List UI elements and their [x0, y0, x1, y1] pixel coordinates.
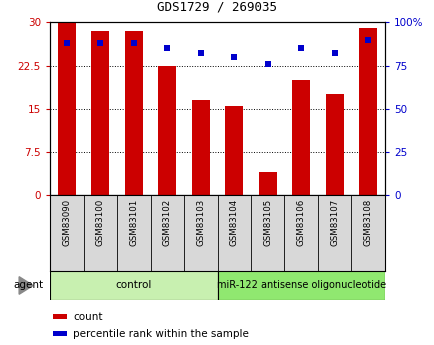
Bar: [124, 31, 143, 195]
Point: [230, 54, 237, 60]
Point: [197, 51, 204, 56]
Point: [130, 40, 137, 46]
Text: GSM83103: GSM83103: [196, 199, 205, 246]
Text: GDS1729 / 269035: GDS1729 / 269035: [157, 1, 277, 14]
Bar: [258, 172, 276, 195]
Text: agent: agent: [13, 280, 43, 290]
Point: [297, 46, 304, 51]
Bar: [53, 314, 67, 319]
Bar: [53, 331, 67, 336]
Text: GSM83101: GSM83101: [129, 199, 138, 246]
Text: control: control: [115, 280, 151, 290]
Text: GSM83100: GSM83100: [95, 199, 105, 246]
Point: [97, 40, 104, 46]
Bar: [158, 66, 176, 195]
Bar: [358, 28, 377, 195]
Bar: [50, 271, 217, 300]
Bar: [57, 22, 76, 195]
Point: [331, 51, 338, 56]
Bar: [217, 271, 384, 300]
Polygon shape: [19, 277, 33, 294]
Text: percentile rank within the sample: percentile rank within the sample: [73, 329, 249, 339]
Text: GSM83104: GSM83104: [229, 199, 238, 246]
Point: [364, 37, 371, 42]
Text: GSM83108: GSM83108: [363, 199, 372, 246]
Text: miR-122 antisense oligonucleotide: miR-122 antisense oligonucleotide: [216, 280, 385, 290]
Bar: [224, 106, 243, 195]
Text: GSM83106: GSM83106: [296, 199, 305, 246]
Text: GSM83102: GSM83102: [162, 199, 171, 246]
Bar: [325, 94, 343, 195]
Point: [164, 46, 171, 51]
Text: GSM83090: GSM83090: [62, 199, 71, 246]
Text: count: count: [73, 312, 103, 322]
Bar: [191, 100, 210, 195]
Point: [63, 40, 70, 46]
Text: GSM83105: GSM83105: [263, 199, 272, 246]
Point: [264, 61, 271, 67]
Bar: [91, 31, 109, 195]
Text: GSM83107: GSM83107: [329, 199, 339, 246]
Bar: [291, 80, 310, 195]
